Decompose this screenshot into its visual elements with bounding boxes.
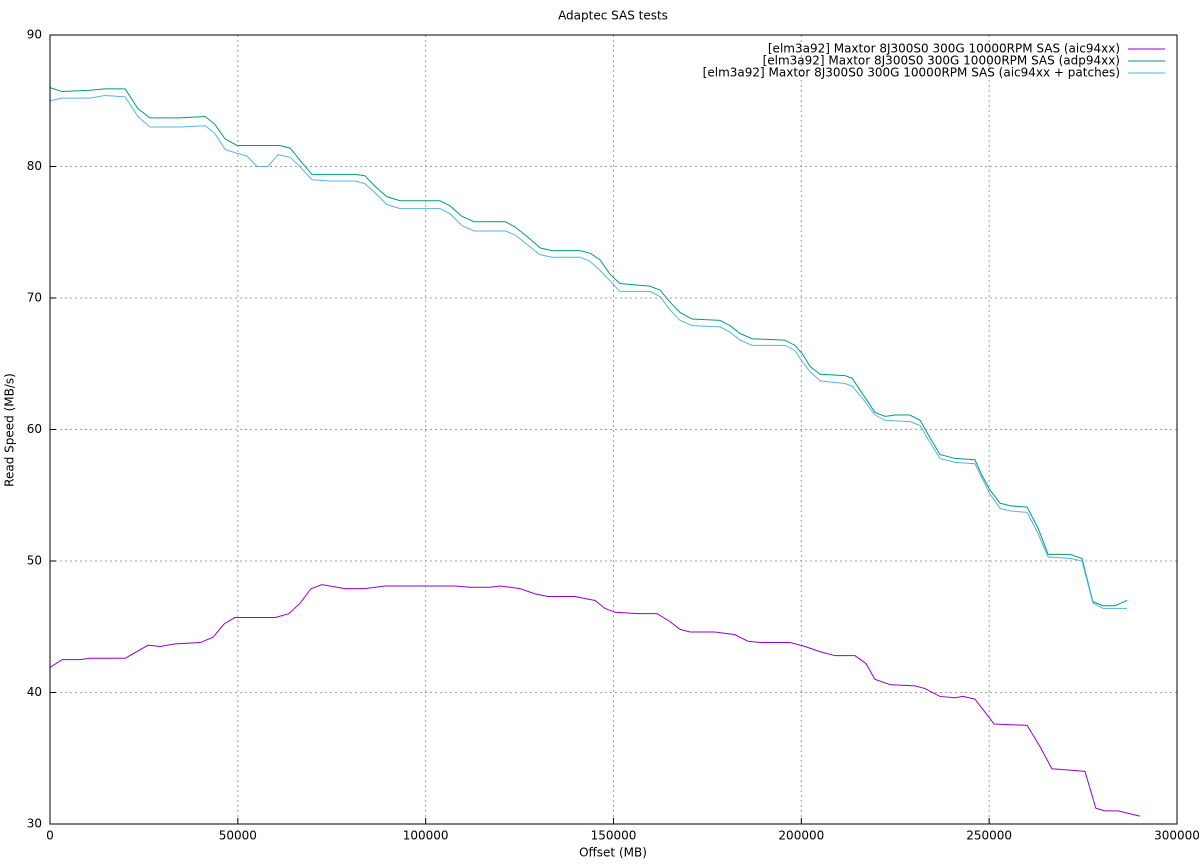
y-tick-label: 80 [27, 159, 42, 173]
chart-title: Adaptec SAS tests [558, 9, 668, 23]
legend-label: [elm3a92] Maxtor 8J300S0 300G 10000RPM S… [763, 54, 1120, 68]
legend-label: [elm3a92] Maxtor 8J300S0 300G 10000RPM S… [703, 66, 1120, 80]
plot-frame [49, 34, 1178, 825]
series-line [49, 584, 1140, 817]
x-tick-label: 100000 [403, 829, 449, 843]
x-axis-label: Offset (MB) [579, 846, 647, 860]
series-line [49, 94, 1128, 609]
y-tick-label: 40 [27, 685, 42, 699]
x-tick-label: 50000 [219, 829, 257, 843]
y-tick-label: 90 [27, 28, 42, 42]
legend: [elm3a92] Maxtor 8J300S0 300G 10000RPM S… [703, 42, 1165, 80]
y-tick-label: 70 [27, 291, 42, 305]
x-tick-label: 0 [46, 829, 54, 843]
y-axis-label: Read Speed (MB/s) [3, 373, 17, 487]
y-tick-label: 50 [27, 554, 42, 568]
legend-label: [elm3a92] Maxtor 8J300S0 300G 10000RPM S… [768, 42, 1120, 56]
series-line [49, 87, 1128, 607]
x-tick-label: 200000 [778, 829, 824, 843]
y-tick-label: 60 [27, 422, 42, 436]
grid [49, 34, 1178, 825]
plot-lines [49, 87, 1140, 817]
x-tick-label: 150000 [591, 829, 637, 843]
x-tick-label: 300000 [1154, 829, 1200, 843]
x-tick-label: 250000 [966, 829, 1012, 843]
y-tick-label: 30 [27, 817, 42, 831]
